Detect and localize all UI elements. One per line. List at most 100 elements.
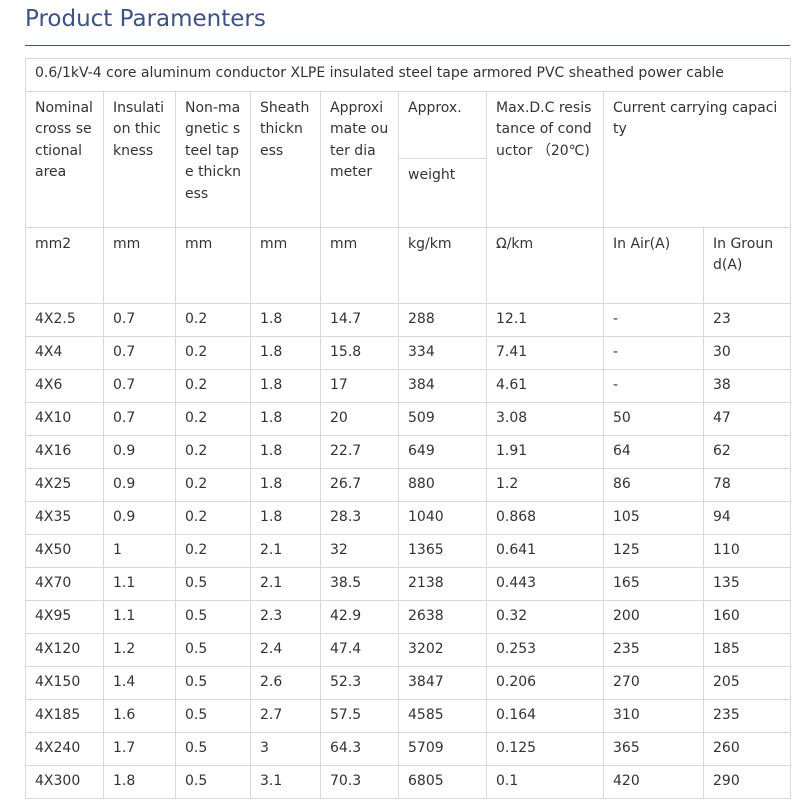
data-cell: 205 (702, 665, 792, 700)
data-cell: 1.2 (486, 467, 604, 502)
table-row: 4X150 1.4 0.5 2.6 52.3 3847 0.206 270 205 (25, 665, 792, 700)
data-cell: 38.5 (320, 566, 399, 601)
header-cell: Current carrying capacity (602, 90, 792, 228)
data-cell: 0.9 (103, 434, 176, 469)
data-cell: 0.641 (486, 533, 604, 568)
data-cell: 64.3 (320, 731, 399, 766)
data-cell: 1040 (398, 500, 487, 535)
data-cell: 1.6 (103, 698, 176, 733)
data-cell: 12.1 (486, 302, 604, 337)
data-cell: 94 (702, 500, 792, 535)
data-cell: 1.2 (103, 632, 176, 667)
header-cell: Sheath thickness (250, 90, 321, 228)
data-cell: 0.5 (175, 665, 251, 700)
data-cell: 70.3 (320, 764, 399, 799)
data-cell: 42.9 (320, 599, 399, 634)
table-row: 4X6 0.7 0.2 1.8 17 384 4.61-38 (25, 368, 792, 403)
data-cell: 1.4 (103, 665, 176, 700)
unit-cell: In Air(A) (603, 226, 704, 304)
data-cell: 2638 (398, 599, 487, 634)
data-cell: 47.4 (320, 632, 399, 667)
table-row: 4X50 1 0.2 2.1 32 1365 0.641 125 110 (25, 533, 792, 568)
data-cell: 0.253 (486, 632, 604, 667)
data-cell: 420 (603, 764, 704, 799)
data-cell: 20 (320, 401, 399, 436)
data-cell: 1.8 (250, 335, 321, 370)
data-cell: 2.3 (250, 599, 321, 634)
data-cell: 384 (398, 368, 487, 403)
data-cell: 880 (398, 467, 487, 502)
data-cell: 0.5 (175, 632, 251, 667)
data-cell: 288 (398, 302, 487, 337)
data-cell: 1.7 (103, 731, 176, 766)
data-cell: 26.7 (320, 467, 399, 502)
table-row: 4X120 1.2 0.5 2.4 47.4 3202 0.253 235 185 (25, 632, 792, 667)
data-cell: 3 (250, 731, 321, 766)
page-title: Product Paramenters (25, 6, 266, 32)
data-cell: 30 (702, 335, 792, 370)
data-cell: 1.1 (103, 599, 176, 634)
data-cell: 4X240 (25, 731, 104, 766)
data-cell: 0.32 (486, 599, 604, 634)
data-cell: 0.2 (175, 500, 251, 535)
data-cell: 78 (702, 467, 792, 502)
data-cell: 165 (603, 566, 704, 601)
data-cell: 1.8 (250, 467, 321, 502)
table-row: mm2 mm mm mm mm kg/km Ω/km In Air(A) In Ground(A… (25, 226, 792, 304)
table-row: 0.6/1kV-4 core aluminum conductor XLPE i… (24, 58, 792, 92)
data-cell: 105 (603, 500, 704, 535)
data-cell: 32 (320, 533, 399, 568)
data-cell: 135 (702, 566, 792, 601)
data-cell: 0.125 (486, 731, 604, 766)
header-cell: Insulation thickness (103, 90, 176, 228)
data-cell: 160 (702, 599, 792, 634)
table-row: 4X70 1.1 0.5 2.1 38.5 2138 0.443 165 135 (25, 566, 792, 601)
data-cell: 260 (702, 731, 792, 766)
header-cell: Approx. (398, 90, 487, 159)
data-cell: 4X10 (25, 401, 104, 436)
data-cell: 270 (603, 665, 704, 700)
data-cell: 1.8 (250, 500, 321, 535)
header-cell: Max.D.C resistance of conductor （20℃) (486, 90, 604, 228)
data-cell: 4X35 (25, 500, 104, 535)
data-cell: 50 (603, 401, 704, 436)
data-cell: 334 (398, 335, 487, 370)
unit-cell: mm (320, 226, 399, 304)
data-cell: 0.7 (103, 368, 176, 403)
data-cell: 7.41 (486, 335, 604, 370)
data-cell: 1 (103, 533, 176, 568)
data-cell: 649 (398, 434, 487, 469)
unit-cell: kg/km (398, 226, 487, 304)
table-row: 4X25 0.9 0.2 1.8 26.7 880 1.2 86 78 (25, 467, 792, 502)
data-cell: 0.2 (175, 467, 251, 502)
table-row: 4X300 1.8 0.5 3.1 70.3 6805 0.1 420 290 (25, 764, 792, 799)
data-cell: 14.7 (320, 302, 399, 337)
data-cell: 0.2 (175, 368, 251, 403)
data-cell: 57.5 (320, 698, 399, 733)
table-row: 4X2.5 0.7 0.2 1.8 14.7 288 12.1-23 (25, 302, 792, 337)
unit-cell: Ω/km (486, 226, 604, 304)
data-cell: 22.7 (320, 434, 399, 469)
data-cell: 0.2 (175, 335, 251, 370)
data-cell: 47 (702, 401, 792, 436)
data-cell: 0.2 (175, 302, 251, 337)
data-cell: 0.2 (175, 401, 251, 436)
data-cell: 0.868 (486, 500, 604, 535)
table-row: 4X95 1.1 0.5 2.3 42.9 2638 0.32 200 160 (25, 599, 792, 634)
data-cell: 86 (603, 467, 704, 502)
data-cell: 0.9 (103, 467, 176, 502)
data-cell: 4X25 (25, 467, 104, 502)
data-cell: 0.164 (486, 698, 604, 733)
title-rule (25, 45, 790, 46)
data-cell: 2.7 (250, 698, 321, 733)
data-cell: 365 (603, 731, 704, 766)
data-cell: 3.08 (486, 401, 604, 436)
unit-cell: mm (103, 226, 176, 304)
data-cell: 4.61 (486, 368, 604, 403)
unit-cell: mm (250, 226, 321, 304)
data-cell: 0.206 (486, 665, 604, 700)
data-cell: 4X70 (25, 566, 104, 601)
table-row: 4X35 0.9 0.2 1.8 28.3 1040 0.868 105 94 (25, 500, 792, 535)
data-cell: 185 (702, 632, 792, 667)
